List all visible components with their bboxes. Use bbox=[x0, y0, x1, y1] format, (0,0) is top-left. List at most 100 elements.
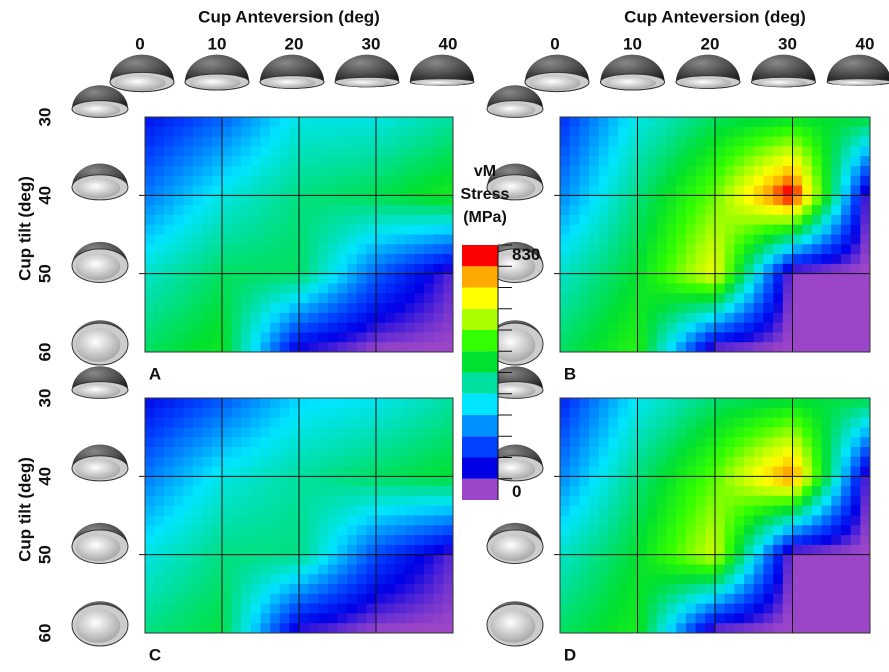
heat-cell bbox=[308, 205, 319, 216]
heat-cell bbox=[154, 332, 165, 343]
heat-cell bbox=[279, 224, 290, 235]
heat-cell bbox=[705, 564, 716, 575]
heat-cell bbox=[598, 407, 609, 419]
heat-cell bbox=[734, 407, 745, 419]
heat-cell bbox=[231, 146, 242, 157]
heat-cell bbox=[608, 283, 619, 294]
heat-cell bbox=[347, 476, 358, 487]
heat-cell bbox=[656, 437, 668, 448]
heat-cell bbox=[744, 466, 755, 477]
heat-cell bbox=[831, 407, 842, 419]
heat-cell bbox=[212, 117, 223, 128]
heat-cell bbox=[385, 515, 396, 526]
heat-cell bbox=[598, 165, 609, 177]
heat-cell bbox=[850, 332, 861, 343]
heat-cell bbox=[608, 342, 619, 353]
heat-cell bbox=[145, 175, 156, 187]
heat-cell bbox=[173, 117, 184, 128]
heat-cell bbox=[183, 136, 194, 147]
heat-cell bbox=[443, 293, 454, 304]
heat-cell bbox=[241, 185, 252, 196]
heat-cell bbox=[289, 234, 300, 245]
heat-cell bbox=[831, 214, 842, 226]
heat-cell bbox=[366, 322, 377, 333]
heat-cell bbox=[145, 505, 156, 516]
heat-cell bbox=[608, 254, 619, 265]
heat-cell bbox=[318, 613, 329, 624]
heat-cell bbox=[753, 293, 764, 304]
heat-cell bbox=[579, 623, 590, 634]
heat-cell bbox=[782, 283, 793, 294]
heat-cell bbox=[260, 456, 271, 468]
heat-cell bbox=[840, 332, 852, 343]
heat-cell bbox=[347, 505, 358, 516]
heat-cell bbox=[792, 244, 803, 255]
heat-cell bbox=[627, 456, 638, 468]
heat-cell bbox=[414, 342, 425, 353]
heat-cell bbox=[414, 446, 425, 458]
heat-cell bbox=[250, 505, 261, 516]
heat-cell bbox=[231, 427, 242, 438]
heat-cell bbox=[705, 175, 716, 187]
heat-cell bbox=[637, 185, 648, 196]
heat-cell bbox=[850, 156, 861, 167]
heat-cell bbox=[705, 515, 716, 526]
heat-cell bbox=[685, 332, 697, 343]
heat-cell bbox=[145, 312, 156, 324]
heat-cell bbox=[782, 417, 793, 428]
colorbar-tick-label: 0 bbox=[512, 482, 521, 501]
heat-cell bbox=[173, 584, 184, 595]
heat-cell bbox=[579, 515, 590, 526]
heat-cell bbox=[376, 623, 387, 634]
heat-cell bbox=[414, 175, 425, 187]
heat-cell bbox=[270, 342, 281, 353]
heat-cell bbox=[763, 603, 774, 614]
heat-cell bbox=[347, 165, 358, 177]
heat-cell bbox=[676, 175, 687, 187]
heat-cell bbox=[270, 126, 281, 138]
heat-cell bbox=[618, 593, 629, 605]
heat-cell bbox=[347, 195, 358, 206]
heat-cell bbox=[656, 322, 668, 333]
heat-cell bbox=[860, 505, 871, 516]
heat-cell bbox=[802, 205, 813, 216]
heat-cell bbox=[744, 495, 755, 507]
heat-cell bbox=[579, 398, 590, 409]
heat-cell bbox=[183, 214, 194, 226]
x-tick-label: 20 bbox=[701, 34, 720, 53]
heat-cell bbox=[734, 544, 745, 556]
heat-cell bbox=[715, 224, 726, 235]
heat-cell bbox=[763, 407, 774, 419]
heat-cell bbox=[404, 156, 415, 167]
heat-cell bbox=[299, 195, 310, 206]
heat-cell bbox=[618, 544, 629, 556]
heat-cell bbox=[299, 525, 310, 536]
heat-cell bbox=[183, 525, 194, 536]
heat-cell bbox=[792, 117, 803, 128]
heat-cell bbox=[231, 312, 242, 324]
heat-cell bbox=[366, 495, 377, 507]
heat-cell bbox=[763, 293, 774, 304]
heat-cell bbox=[618, 117, 629, 128]
heat-cell bbox=[637, 205, 648, 216]
heat-cell bbox=[202, 146, 213, 157]
heat-cell bbox=[647, 593, 658, 605]
heat-cell bbox=[685, 293, 697, 304]
heat-cell bbox=[154, 535, 165, 546]
heat-cell bbox=[318, 156, 329, 167]
heat-cell bbox=[802, 214, 813, 226]
heat-cell bbox=[347, 515, 358, 526]
heat-cell bbox=[608, 185, 619, 196]
heat-cell bbox=[734, 136, 745, 147]
heat-cell bbox=[164, 574, 175, 585]
heat-cell bbox=[318, 263, 329, 275]
heat-cell bbox=[164, 554, 175, 565]
heat-cell bbox=[424, 283, 435, 294]
heat-cell bbox=[279, 515, 290, 526]
cup-liner bbox=[189, 76, 241, 90]
heat-cell bbox=[647, 283, 658, 294]
heat-cell bbox=[802, 156, 813, 167]
heat-cell bbox=[647, 312, 658, 324]
heat-cell bbox=[792, 574, 803, 585]
heat-cell bbox=[250, 613, 261, 624]
